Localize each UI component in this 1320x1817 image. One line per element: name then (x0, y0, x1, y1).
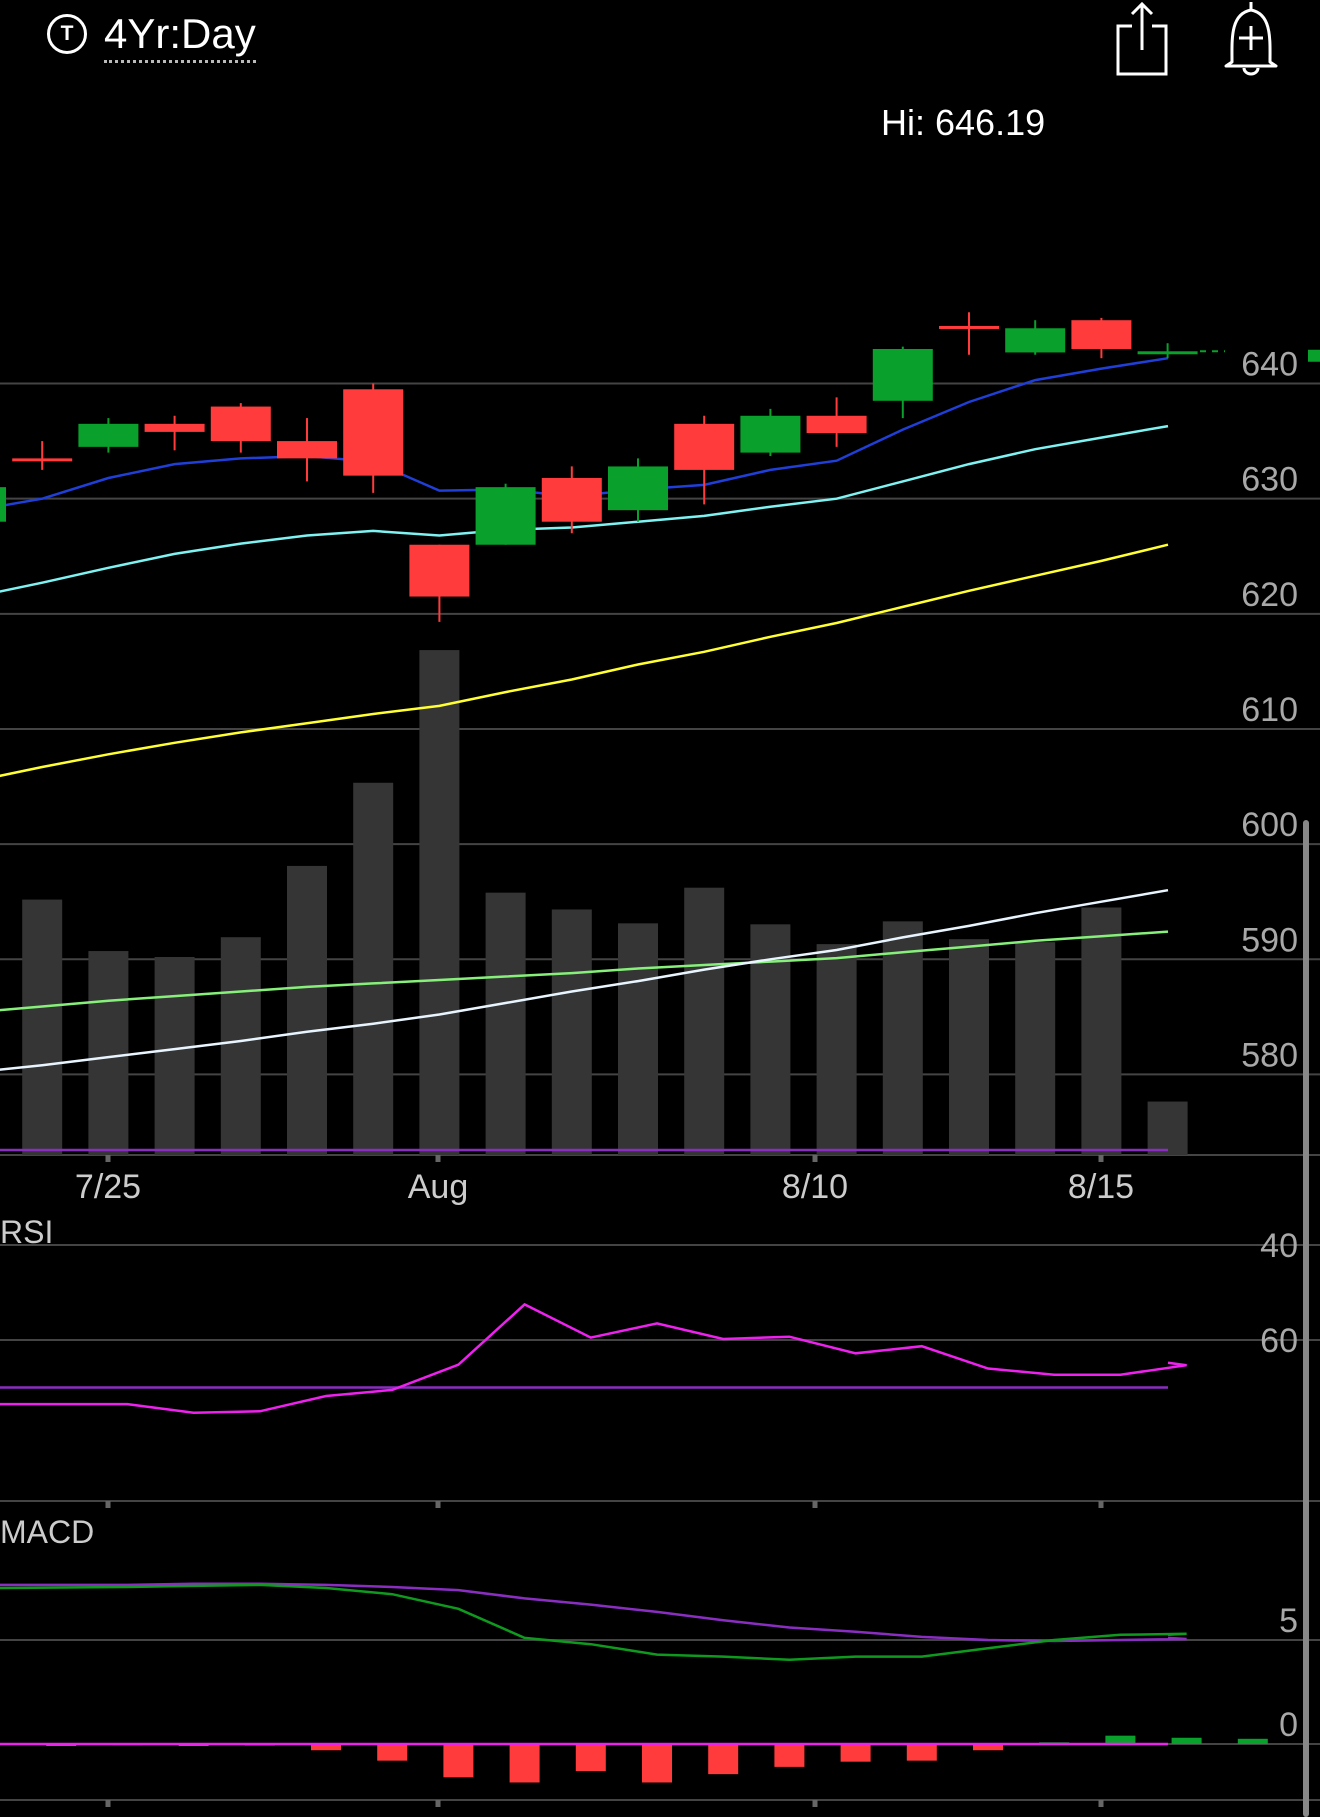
volume-bar (22, 899, 63, 1155)
volume-bar (287, 865, 327, 1155)
candle-body (674, 423, 735, 470)
x-axis-label: 7/25 (75, 1168, 141, 1206)
rsi-line (0, 1302, 1187, 1414)
macd-histogram-bar (1171, 1737, 1202, 1744)
x-axis-label: Aug (408, 1168, 469, 1206)
volume-bar (88, 951, 129, 1155)
top-bar: T 4Yr:Day (0, 0, 1320, 80)
candle-body (1071, 320, 1132, 349)
price-axis-label: 600 (1241, 806, 1298, 844)
price-axis-label: 580 (1241, 1036, 1298, 1074)
share-icon[interactable] (1110, 0, 1172, 80)
moving-average-line (0, 543, 1169, 778)
macd-line (0, 1583, 1187, 1662)
candle-body (1308, 349, 1320, 362)
x-axis-label: 8/10 (782, 1168, 848, 1206)
candle-body (475, 487, 536, 545)
macd-histogram-bar (443, 1744, 474, 1778)
candle-body (939, 325, 999, 329)
volume-bar (419, 650, 460, 1155)
candle-body (1005, 328, 1066, 353)
macd-signal-line (0, 1582, 1187, 1643)
volume-bar (485, 892, 526, 1155)
volume-bar (618, 923, 658, 1155)
price-axis-label: 610 (1241, 691, 1298, 729)
volume-bar (949, 939, 989, 1155)
macd-histogram-bar (377, 1744, 408, 1761)
candle-body (1137, 351, 1198, 355)
volume-bar (154, 957, 195, 1155)
macd-histogram-bar (311, 1744, 341, 1751)
moving-average-line (0, 888, 1169, 1071)
candle-body (740, 415, 801, 453)
volume-bar (882, 921, 923, 1155)
macd-axis-label: 0 (1279, 1706, 1298, 1744)
price-axis-label: 590 (1241, 921, 1298, 959)
candle-body (12, 458, 73, 462)
candle-body (541, 477, 602, 522)
price-axis-label: 640 (1241, 346, 1298, 384)
candle-body (872, 348, 933, 401)
price-axis-label: 630 (1241, 461, 1298, 499)
volume-bar (353, 782, 394, 1155)
macd-histogram-bar (509, 1744, 540, 1783)
macd-histogram-bar (840, 1744, 871, 1762)
macd-histogram-bar (1105, 1735, 1136, 1744)
candle-body (210, 406, 271, 442)
volume-bar (1015, 942, 1056, 1155)
volume-bar (684, 887, 725, 1155)
macd-histogram-bar (575, 1744, 606, 1772)
scrollbar-thumb[interactable] (1303, 820, 1309, 1817)
macd-axis-label: 5 (1279, 1602, 1298, 1640)
macd-histogram-bar (774, 1744, 805, 1767)
candle-body (806, 415, 867, 434)
moving-average-line (0, 930, 1169, 1012)
macd-histogram-bar (1237, 1738, 1268, 1744)
high-price-label: Hi: 646.19 (881, 102, 1045, 143)
candle-body (409, 544, 470, 597)
macd-histogram-bar (906, 1744, 937, 1761)
candle-body (277, 441, 337, 459)
macd-histogram-bar (708, 1744, 739, 1775)
candle-body (343, 389, 404, 476)
price-axis-label: 620 (1241, 576, 1298, 614)
x-axis-label: 8/15 (1068, 1168, 1134, 1206)
volume-bar (220, 937, 261, 1155)
volume-bar (1147, 1101, 1188, 1155)
volume-bar (1081, 907, 1122, 1155)
macd-label: MACD (0, 1514, 94, 1550)
macd-histogram-bar (973, 1744, 1003, 1751)
candle-body (0, 487, 6, 522)
candle-body (608, 466, 668, 511)
macd-histogram-bar (642, 1744, 672, 1783)
volume-bar (551, 909, 592, 1155)
candle-body (144, 423, 205, 432)
bell-plus-icon[interactable] (1218, 0, 1284, 80)
t-logo-icon[interactable]: T (47, 14, 87, 54)
volume-bar (816, 944, 857, 1155)
rsi-axis-label: 60 (1260, 1322, 1298, 1360)
rsi-axis-label: 40 (1260, 1227, 1298, 1265)
period-selector[interactable]: 4Yr:Day (104, 10, 256, 63)
candle-body (78, 423, 139, 447)
